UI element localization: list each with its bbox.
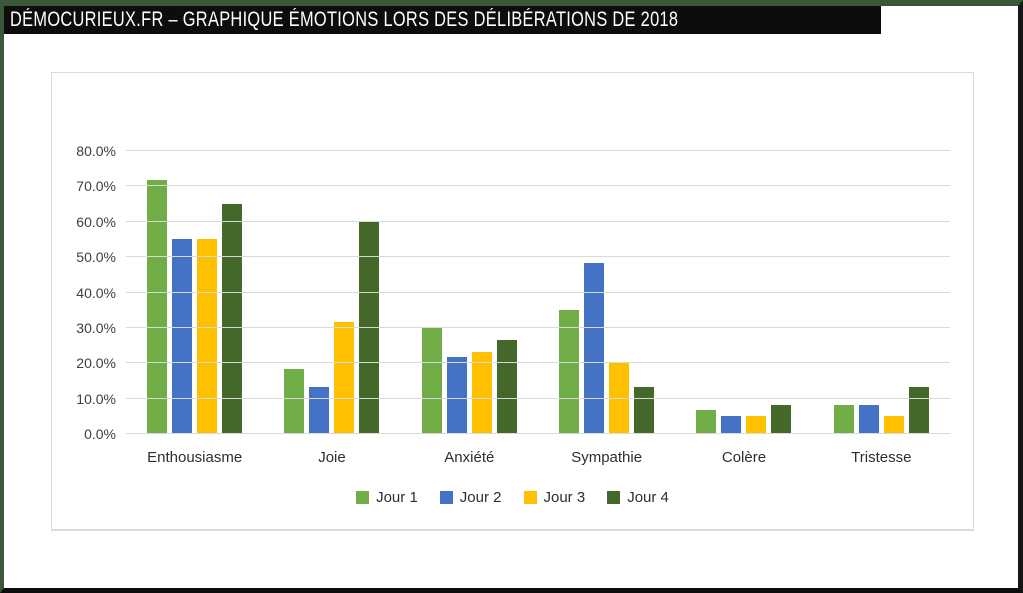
gridline [126, 150, 950, 151]
x-axis-label-colere: Colère [721, 449, 767, 466]
x-axis-label-joie: Joie [318, 449, 346, 466]
bar-jour-1-sympathie [559, 310, 580, 434]
bar-jour-2-tristesse [858, 404, 879, 434]
legend-item-jour-4: Jour 4 [607, 489, 669, 506]
bar-group-joie [263, 151, 400, 434]
gridline [126, 433, 950, 434]
bar-jour-1-tristesse [833, 404, 854, 434]
bar-jour-2-colere [721, 416, 742, 434]
bar-jour-3-anxiete [471, 351, 492, 434]
x-axis-label-anxiete: Anxiété [444, 449, 495, 466]
x-axis-label-enthousiasme: Enthousiasme [147, 449, 243, 466]
bar-group-sympathie [538, 151, 675, 434]
bar-jour-4-tristesse [908, 387, 929, 434]
y-axis: 0.0% 10.0% 20.0% 30.0% 40.0% 50.0% 60.0% 70.0% 8… [52, 143, 116, 442]
bar-groups [126, 151, 950, 434]
bar-jour-2-joie [309, 387, 330, 434]
legend-label: Jour 1 [376, 489, 418, 506]
y-axis-label: 80.0% [76, 143, 116, 159]
legend: Jour 1 Jour 2 Jour 3 Jour 4 [52, 489, 973, 506]
legend-item-jour-1: Jour 1 [356, 489, 418, 506]
gridline [126, 326, 950, 328]
bar-jour-4-anxiete [496, 339, 517, 434]
bar-jour-3-tristesse [883, 416, 904, 434]
y-axis-label: 40.0% [76, 284, 116, 301]
bar-jour-3-colere [746, 416, 767, 434]
y-axis-label: 30.0% [76, 319, 116, 336]
bar-jour-4-colere [771, 404, 792, 434]
y-axis-label: 50.0% [76, 249, 116, 266]
gridline [126, 291, 950, 293]
gridline [126, 397, 950, 399]
y-axis-label: 70.0% [76, 178, 116, 195]
legend-label: Jour 2 [459, 489, 502, 506]
bar-group-colere [675, 151, 812, 434]
chart-card: 0.0% 10.0% 20.0% 30.0% 40.0% 50.0% 60.0% 70.0% 8… [51, 72, 974, 531]
x-axis-label-sympathie: Sympathie [571, 449, 643, 466]
legend-label: Jour 4 [627, 489, 669, 506]
bar-jour-4-sympathie [634, 387, 655, 434]
y-axis-label: 0.0% [84, 426, 116, 442]
y-axis-label: 10.0% [76, 390, 116, 407]
legend-item-jour-2: Jour 2 [439, 489, 502, 506]
legend-swatch-jour-2 [439, 491, 453, 504]
bar-jour-2-enthousiasme [172, 239, 193, 434]
y-axis-label: 20.0% [76, 355, 116, 372]
bar-jour-3-enthousiasme [197, 239, 218, 434]
legend-swatch-jour-4 [607, 491, 621, 504]
gridline [126, 362, 950, 364]
legend-label: Jour 3 [543, 489, 586, 506]
legend-swatch-jour-1 [356, 491, 370, 504]
bar-jour-3-joie [334, 321, 355, 434]
gridline [126, 185, 950, 187]
bar-jour-2-anxiete [446, 357, 467, 434]
bar-jour-2-sympathie [584, 263, 605, 434]
bar-jour-1-colere [696, 410, 717, 434]
bar-group-anxiete [401, 151, 538, 434]
page-title: DÉMOCURIEUX.FR – GRAPHIQUE ÉMOTIONS LORS… [10, 8, 679, 31]
bar-group-tristesse [813, 151, 950, 434]
legend-item-jour-3: Jour 3 [523, 489, 586, 506]
plot-area [126, 150, 950, 434]
x-axis: Enthousiasme Joie Anxiété Sympathie Colère Tr… [126, 449, 950, 466]
bar-jour-1-enthousiasme [147, 180, 168, 434]
bar-jour-4-enthousiasme [222, 204, 243, 434]
legend-swatch-jour-3 [523, 491, 537, 504]
gridline [126, 256, 950, 258]
chart-region: 0.0% 10.0% 20.0% 30.0% 40.0% 50.0% 60.0% 70.0% 8… [52, 143, 973, 442]
bar-jour-1-joie [284, 369, 305, 434]
title-banner: DÉMOCURIEUX.FR – GRAPHIQUE ÉMOTIONS LORS… [4, 6, 881, 34]
bar-jour-1-anxiete [421, 327, 442, 434]
gridline [126, 220, 950, 222]
x-axis-label-tristesse: Tristesse [851, 449, 912, 466]
y-axis-label: 60.0% [76, 213, 116, 230]
bar-group-enthousiasme [126, 151, 263, 434]
